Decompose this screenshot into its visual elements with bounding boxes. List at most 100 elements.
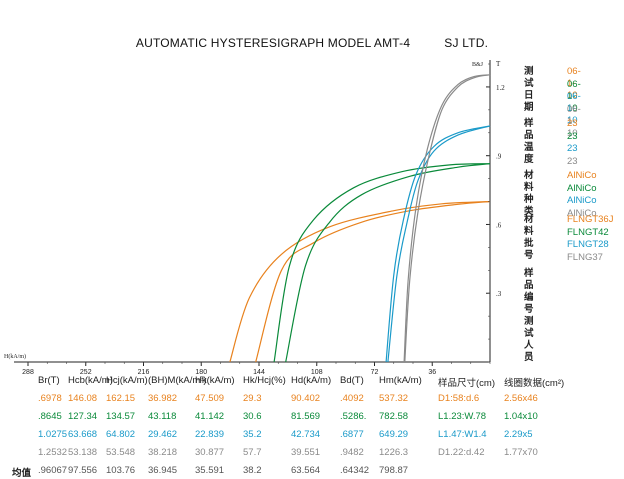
table-cell: 42.734 — [291, 429, 321, 440]
table-cell: 90.402 — [291, 393, 321, 404]
x-tick-label: 144 — [253, 369, 265, 376]
table-header: Hd(kA/m) — [291, 375, 332, 386]
side-heading: 测试日期 — [524, 66, 534, 113]
table-cell: 162.15 — [106, 393, 136, 404]
side-value: 23 — [567, 118, 578, 129]
table-header: Hm(kA/m) — [379, 375, 422, 386]
table-header: (BH)M(kA/m³) — [148, 375, 207, 386]
mean-cell: 38.2 — [243, 465, 262, 476]
table-header: 样品尺寸(cm) — [438, 378, 495, 389]
chart-title-text: AUTOMATIC HYSTERESIGRAPH MODEL AMT-4 — [135, 36, 411, 50]
side-value: FLNGT28 — [567, 239, 609, 250]
x-tick-label: 180 — [195, 369, 207, 376]
table-cell: 39.551 — [291, 447, 321, 458]
side-heading: 材料种类 — [524, 170, 534, 217]
chart-ticks: 288 252 216 180 144 108 72 36 1.2 .9 .6 .3 T B&J H(kA/… — [4, 60, 505, 376]
side-value: AlNiCo — [567, 182, 597, 194]
table-cell: 53.548 — [106, 447, 136, 458]
side-value: 06-1-10 — [567, 91, 581, 126]
side-value: FLNGT42 — [567, 226, 609, 238]
table-cell: 63.668 — [68, 429, 98, 440]
x-tick-label: 252 — [80, 369, 92, 376]
table-cell: 649.29 — [379, 429, 409, 440]
side-heading: 材料批号 — [524, 214, 534, 261]
table-cell: 36.982 — [148, 393, 178, 404]
table-cell: 1226.3 — [379, 447, 409, 458]
mean-cell: .64342 — [340, 465, 370, 476]
table-cell: 1.0275 — [38, 429, 68, 440]
mean-cell: 798.87 — [379, 465, 409, 476]
table-cell: 81.569 — [291, 411, 321, 422]
table-header: Br(T) — [38, 375, 60, 386]
table-cell: 127.34 — [68, 411, 98, 422]
side-value: AlNiCo — [567, 207, 597, 219]
table-cell: 64.802 — [106, 429, 136, 440]
table-cell: D1:58:d.6 — [438, 393, 480, 404]
table-cell: 1.77x70 — [504, 447, 538, 458]
table-cell: 22.839 — [195, 429, 225, 440]
series-j-curve — [403, 74, 491, 363]
side-heading: 测试人员 — [524, 316, 534, 363]
side-value: 06-1-10 — [567, 78, 581, 114]
side-value: AlNiCo — [567, 170, 597, 181]
chart-curves — [229, 74, 491, 363]
table-cell: L1.23:W.78 — [438, 411, 487, 422]
table-cell: 146.08 — [68, 393, 98, 404]
table-cell: 53.138 — [68, 447, 98, 458]
table-cell: 29.3 — [243, 393, 262, 404]
y-tick-label: .6 — [496, 221, 502, 229]
side-value: FLNGT36J — [567, 214, 614, 225]
table-cell: 47.509 — [195, 393, 225, 404]
y-tick-label: .9 — [496, 153, 502, 161]
y-tick-label: 1.2 — [496, 84, 505, 92]
table-header: Bd(T) — [340, 375, 364, 386]
side-value: 23 — [567, 143, 578, 154]
table-cell: 29.462 — [148, 429, 178, 440]
table-cell: L1.47:W1.4 — [438, 429, 487, 440]
x-axis-label: H(kA/m) — [4, 353, 26, 360]
y-axis-label: B&J — [472, 62, 484, 68]
side-value: FLNG37 — [567, 251, 603, 263]
side-value: AlNiCo — [567, 195, 597, 206]
table-cell: 57.7 — [243, 447, 262, 458]
y-top-label: T — [496, 60, 501, 68]
table-cell: 43.118 — [148, 411, 177, 422]
mean-cell: 63.564 — [291, 465, 321, 476]
x-tick-label: 72 — [371, 369, 379, 376]
mean-cell: 97.556 — [68, 465, 98, 476]
table-cell: 35.2 — [243, 429, 262, 440]
table-cell: D1.22:d.42 — [438, 447, 485, 458]
table-cell: .9482 — [340, 447, 364, 458]
table-cell: 2.29x5 — [504, 429, 533, 440]
x-tick-label: 108 — [311, 369, 323, 376]
series-b-curve — [404, 74, 491, 363]
series-b-curve — [255, 200, 491, 363]
x-tick-label: 288 — [22, 369, 34, 376]
side-value: 23 — [567, 130, 578, 142]
table-cell: 2.56x46 — [504, 393, 538, 404]
series-j-curve — [229, 200, 491, 363]
table-cell: 30.6 — [243, 411, 262, 422]
side-heading: 样品编号 — [524, 268, 534, 315]
table-header: 线圈数据(cm²) — [504, 378, 565, 389]
mean-label: 均值 — [12, 468, 32, 479]
series-j-curve — [385, 125, 491, 363]
chart-axes — [14, 60, 491, 363]
side-value: 23 — [567, 155, 578, 167]
chart-title: AUTOMATIC HYSTERESIGRAPH MODEL AMT-4 SJ L… — [0, 36, 624, 50]
table-cell: 1.04x10 — [504, 411, 538, 422]
table-header: Hk/Hcj(%) — [243, 375, 286, 386]
series-b-curve — [285, 163, 491, 363]
side-value: 06-1-10 — [567, 103, 581, 139]
table-cell: .6877 — [340, 429, 364, 440]
x-tick-label: 36 — [428, 369, 436, 376]
table-header: Hcb(kA/m) — [68, 375, 113, 386]
mean-cell: 35.591 — [195, 465, 225, 476]
table-cell: 41.142 — [195, 411, 225, 422]
table-cell: 537.32 — [379, 393, 409, 404]
mean-cell: 36.945 — [148, 465, 178, 476]
table-cell: 30.877 — [195, 447, 225, 458]
table-cell: 1.2532 — [38, 447, 68, 458]
side-value: 06-1-10 — [567, 66, 581, 101]
table-header: Hk(kA/m) — [195, 375, 235, 386]
